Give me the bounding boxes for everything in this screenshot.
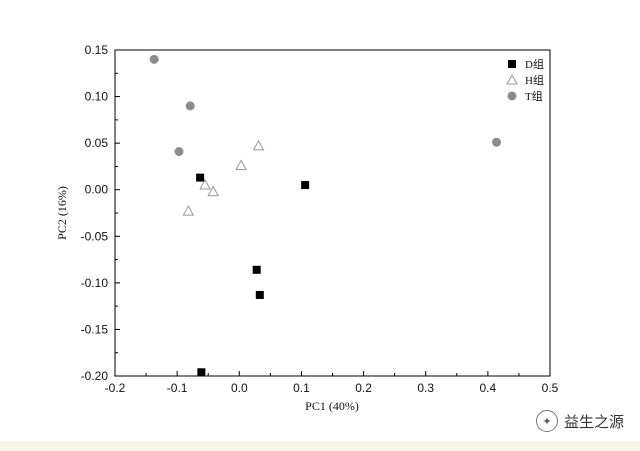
point-circle (149, 54, 159, 64)
legend-label: T组 (525, 89, 543, 103)
x-tick-label: 0.5 (542, 381, 559, 395)
data-points (149, 54, 502, 377)
x-tick-label: 0.4 (480, 381, 497, 395)
y-tick-label: 0.00 (85, 183, 109, 197)
y-tick-label: 0.15 (85, 43, 109, 57)
y-tick-label: -0.05 (81, 229, 109, 243)
point-circle (174, 147, 184, 157)
y-tick-label: 0.05 (85, 136, 109, 150)
x-axis: -0.2 -0.1 0.0 0.1 0.2 0.3 0.4 0.5 (105, 371, 559, 395)
legend-marker-open-triangle (506, 73, 518, 85)
point-open-triangle (182, 205, 195, 216)
point-open-triangle (235, 159, 247, 170)
point-square (196, 173, 205, 182)
point-open-triangle (207, 185, 220, 197)
point-square (252, 265, 261, 274)
x-tick-label: 0.1 (293, 381, 310, 395)
point-open-triangle (252, 139, 265, 151)
legend-marker-circle (507, 91, 517, 101)
point-circle (185, 101, 195, 111)
watermark: ✦ 益生之源 (535, 410, 624, 432)
x-tick-label: 0.3 (417, 381, 434, 395)
point-square (255, 290, 264, 299)
y-tick-label: 0.10 (85, 90, 109, 104)
legend-label: H组 (525, 73, 544, 87)
plot-frame (114, 49, 551, 377)
point-open-triangle (199, 179, 211, 190)
point-square (197, 368, 206, 377)
y-axis-title: PC2 (16%) (55, 186, 69, 240)
x-tick-label: 0.0 (231, 381, 248, 395)
y-tick-label: -0.15 (81, 322, 109, 336)
legend-label: D组 (525, 57, 544, 71)
point-square (301, 181, 310, 190)
y-tick-label: -0.10 (81, 276, 109, 290)
bottom-strip (0, 441, 640, 451)
y-tick-label: -0.20 (81, 369, 109, 383)
watermark-text: 益生之源 (563, 412, 624, 431)
wechat-channel-icon: ✦ (535, 410, 558, 432)
y-axis: 0.15 0.10 0.05 0.00 -0.05 -0.10 -0.15 -0.20 (81, 43, 120, 383)
x-tick-label: 0.2 (355, 381, 372, 395)
legend-marker-square (508, 60, 516, 68)
x-tick-label: -0.2 (105, 381, 126, 395)
legend: D组 H组 T组 (506, 57, 544, 103)
x-axis-title: PC1 (40%) (305, 399, 359, 413)
point-circle (492, 137, 502, 147)
x-tick-label: -0.1 (167, 381, 188, 395)
